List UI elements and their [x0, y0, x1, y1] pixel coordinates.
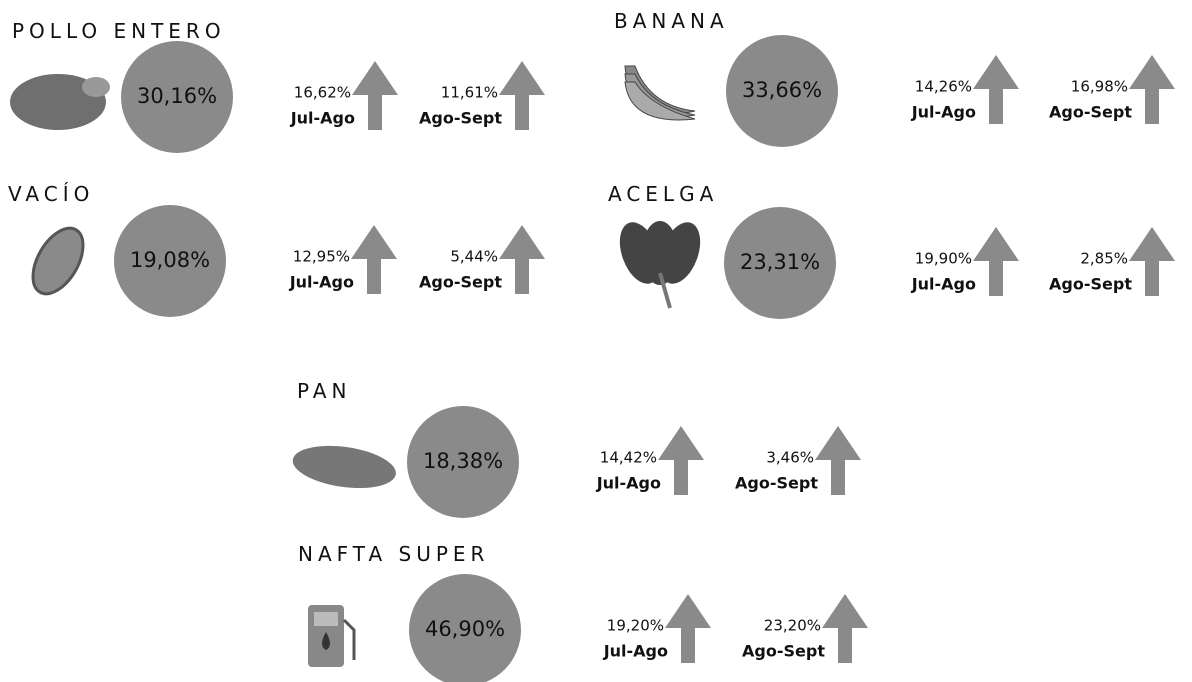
- change-period: Ago-Sept: [1049, 103, 1132, 122]
- up-arrow: [1129, 55, 1175, 124]
- up-arrow: [665, 594, 711, 663]
- icon: [625, 66, 695, 120]
- steak: [23, 220, 94, 302]
- up-arrow: [352, 61, 398, 130]
- change-period: Jul-Ago: [911, 103, 976, 122]
- icon: [612, 217, 708, 308]
- change-period: Jul-Ago: [289, 273, 354, 292]
- change-period: Ago-Sept: [419, 109, 502, 128]
- up-arrow: [499, 61, 545, 130]
- item-title: BANANA: [614, 9, 729, 33]
- change-value: 19,90%: [915, 250, 972, 268]
- total-value: 33,66%: [742, 78, 822, 102]
- icon: [10, 74, 110, 130]
- change-period: Ago-Sept: [742, 642, 825, 661]
- change-value: 19,20%: [607, 617, 664, 635]
- up-arrow: [658, 426, 704, 495]
- change-value: 16,62%: [294, 84, 351, 102]
- icon: [290, 440, 399, 494]
- total-value: 19,08%: [130, 248, 210, 272]
- up-arrow: [351, 225, 397, 294]
- total-value: 23,31%: [740, 250, 820, 274]
- up-arrow: [499, 225, 545, 294]
- change-value: 16,98%: [1071, 78, 1128, 96]
- change-value: 14,42%: [600, 449, 657, 467]
- total-value: 18,38%: [423, 449, 503, 473]
- item-title: NAFTA SUPER: [298, 542, 489, 566]
- item-title: PAN: [297, 379, 351, 403]
- icon: [308, 605, 354, 667]
- change-period: Jul-Ago: [290, 109, 355, 128]
- change-period: Jul-Ago: [603, 642, 668, 661]
- change-value: 2,85%: [1080, 250, 1128, 268]
- icon: [23, 220, 94, 302]
- change-value: 3,46%: [766, 449, 814, 467]
- change-period: Jul-Ago: [596, 474, 661, 493]
- chicken-leg: [82, 77, 110, 97]
- up-arrow: [822, 594, 868, 663]
- up-arrow: [815, 426, 861, 495]
- infographic: POLLO ENTERO 30,16% 16,62% Jul-Ago 11,61% Ago…: [0, 0, 1192, 682]
- change-value: 12,95%: [293, 248, 350, 266]
- pump-screen: [314, 612, 338, 626]
- change-value: 5,44%: [450, 248, 498, 266]
- hose: [344, 620, 354, 660]
- change-period: Ago-Sept: [1049, 275, 1132, 294]
- bread: [290, 440, 399, 494]
- up-arrow: [973, 55, 1019, 124]
- change-value: 11,61%: [441, 84, 498, 102]
- item-title: POLLO ENTERO: [12, 19, 226, 43]
- up-arrow: [1129, 227, 1175, 296]
- total-value: 30,16%: [137, 84, 217, 108]
- change-period: Ago-Sept: [419, 273, 502, 292]
- change-value: 14,26%: [915, 78, 972, 96]
- change-period: Jul-Ago: [911, 275, 976, 294]
- item-title: VACÍO: [8, 182, 94, 206]
- up-arrow: [973, 227, 1019, 296]
- change-value: 23,20%: [764, 617, 821, 635]
- change-period: Ago-Sept: [735, 474, 818, 493]
- item-title: ACELGA: [608, 182, 718, 206]
- total-value: 46,90%: [425, 617, 505, 641]
